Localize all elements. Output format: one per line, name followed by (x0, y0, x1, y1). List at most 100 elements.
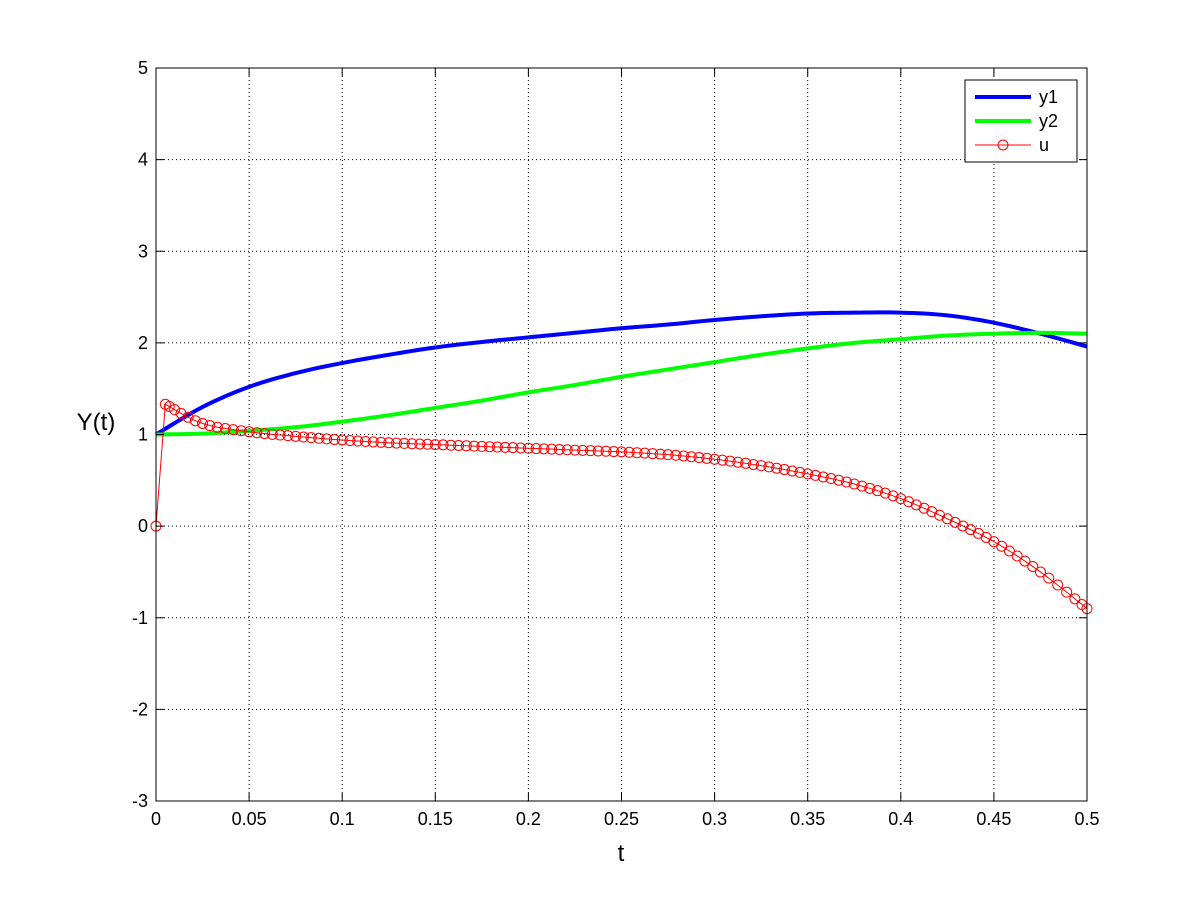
data-point-u (561, 444, 573, 456)
data-point-u (840, 476, 852, 488)
series-line-y1 (154, 310, 1088, 437)
data-point-u (460, 440, 472, 452)
y-tick-label: 0 (138, 516, 148, 536)
data-point-u (848, 478, 860, 490)
x-tick-label: 0.2 (516, 809, 541, 829)
data-point-u (693, 452, 705, 464)
legend-label-y2: y2 (1039, 111, 1058, 131)
data-point-u (359, 435, 371, 447)
data-point-u (903, 496, 915, 508)
y-tick-label: 4 (138, 150, 148, 170)
data-point-u (778, 464, 790, 476)
data-point-u (647, 448, 659, 460)
x-tick-label: 0.35 (790, 809, 825, 829)
legend-item-y1: y1 (975, 87, 1058, 107)
x-tick-label: 0.3 (702, 809, 727, 829)
data-point-u (290, 430, 302, 442)
series-u (150, 398, 1093, 615)
data-point-u (522, 442, 534, 454)
data-point-u (189, 415, 201, 427)
y-tick-label: 5 (138, 58, 148, 78)
data-point-u (1034, 566, 1046, 578)
data-point-u (732, 456, 744, 468)
data-point-u (833, 474, 845, 486)
x-tick-label: 0.45 (976, 809, 1011, 829)
data-point-u (740, 457, 752, 469)
data-point-u (375, 436, 387, 448)
data-point-u (182, 411, 194, 423)
data-point-u (1052, 579, 1064, 591)
data-point-u (429, 439, 441, 451)
data-point-u (825, 473, 837, 485)
data-point-u (817, 471, 829, 483)
data-point-u (639, 447, 651, 459)
data-point-u (445, 439, 457, 451)
legend: y1 y2 u (964, 79, 1078, 163)
data-point-u (1027, 560, 1039, 572)
data-point-u (243, 426, 255, 438)
data-point-u (771, 462, 783, 474)
data-point-u (499, 441, 511, 453)
data-point-u (654, 448, 666, 460)
data-point-u (515, 442, 527, 454)
x-tick-label: 0.15 (418, 809, 453, 829)
data-point-u (864, 482, 876, 494)
series-line-y2 (155, 330, 1088, 437)
data-point-u (996, 540, 1008, 552)
data-point-u (1061, 586, 1073, 598)
data-point-u (701, 452, 713, 464)
data-point-u (678, 450, 690, 462)
data-point-u (259, 428, 271, 440)
data-point-u (204, 420, 216, 432)
ticks (155, 67, 1088, 802)
data-point-u (895, 493, 907, 505)
data-point-u (266, 428, 278, 440)
data-point-u (670, 449, 682, 461)
data-point-u (297, 431, 309, 443)
legend-item-y2: y2 (975, 111, 1058, 131)
series-y2 (155, 330, 1088, 437)
y-tick-label: 3 (138, 241, 148, 261)
data-point-u (235, 425, 247, 437)
data-point-u (422, 438, 434, 450)
legend-marker-u (997, 139, 1009, 151)
data-point-u (724, 455, 736, 467)
data-point-u (1043, 572, 1055, 584)
data-point-u (321, 433, 333, 445)
series-y1 (154, 310, 1088, 437)
data-point-u (313, 432, 325, 444)
data-point-u (175, 407, 187, 419)
series-layer (150, 310, 1093, 615)
data-point-u (577, 444, 589, 456)
data-point-u (367, 436, 379, 448)
data-point-u (219, 423, 231, 435)
data-point-u (507, 442, 519, 454)
data-point-u (468, 440, 480, 452)
data-point-u (616, 446, 627, 458)
y-tick-label: -1 (132, 608, 148, 628)
data-point-u (910, 499, 922, 511)
data-point-u (872, 485, 884, 497)
data-point-u (569, 444, 581, 456)
data-point-u (786, 465, 798, 477)
y-axis-label: Y(t) (77, 409, 116, 436)
x-tick-label: 0 (151, 809, 161, 829)
legend-label-u: u (1039, 135, 1049, 155)
data-point-u (1003, 545, 1015, 557)
data-point-u (352, 435, 364, 447)
data-point-u (282, 430, 294, 442)
data-point-u (755, 460, 767, 472)
data-point-u (538, 443, 550, 455)
y-tick-labels: -3 -2 -1 0 1 2 3 4 5 (132, 58, 148, 811)
data-point-u (406, 438, 418, 450)
data-point-u (169, 404, 181, 416)
y-tick-label: -3 (132, 791, 148, 811)
data-point-u (437, 439, 449, 451)
x-tick-label: 0.25 (604, 809, 639, 829)
x-tick-label: 0.5 (1074, 809, 1099, 829)
data-point-u (856, 480, 868, 492)
data-point-u (530, 443, 542, 455)
x-tick-label: 0.05 (232, 809, 267, 829)
data-point-u (608, 446, 620, 458)
